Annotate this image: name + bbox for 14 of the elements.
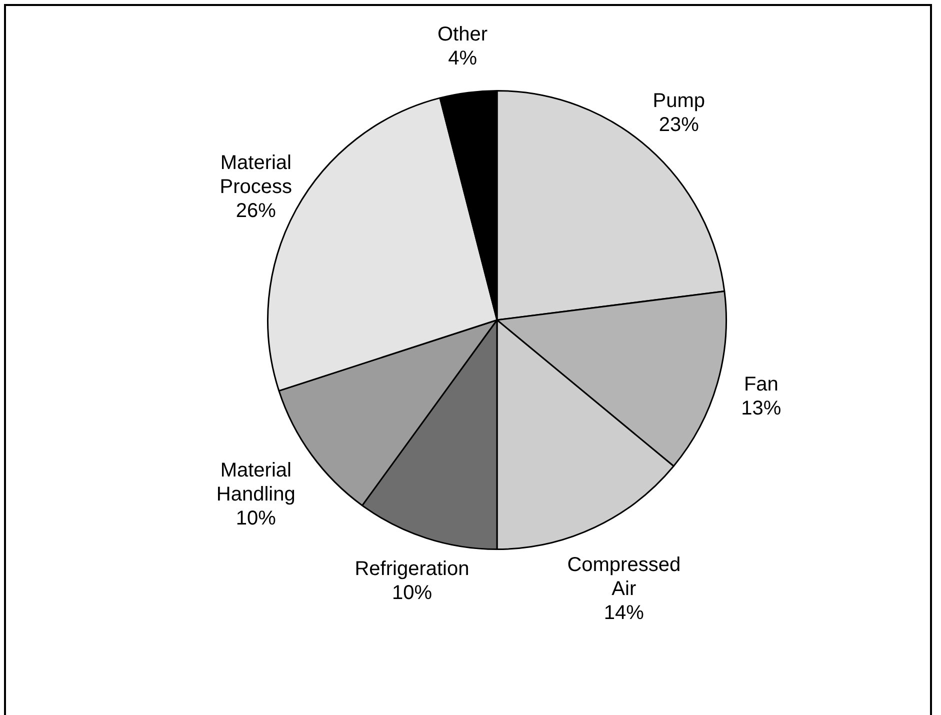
slice-label: Compressed Air bbox=[567, 554, 681, 600]
data-label: 10% bbox=[392, 582, 432, 604]
slice-label: Fan bbox=[744, 373, 778, 396]
slice-label: Refrigeration bbox=[354, 558, 470, 580]
data-label: 23% bbox=[658, 114, 700, 136]
data-label: 4% bbox=[448, 48, 478, 70]
slice-label: Other bbox=[438, 24, 488, 46]
data-label: 14% bbox=[604, 602, 644, 624]
slice-label: Material Process bbox=[220, 152, 292, 198]
slice-label: Pump bbox=[652, 90, 706, 112]
data-label: 13% bbox=[741, 397, 782, 420]
data-label: 26% bbox=[236, 200, 276, 222]
data-label: 10% bbox=[236, 508, 276, 530]
slice-label: Material Handling bbox=[216, 460, 296, 506]
